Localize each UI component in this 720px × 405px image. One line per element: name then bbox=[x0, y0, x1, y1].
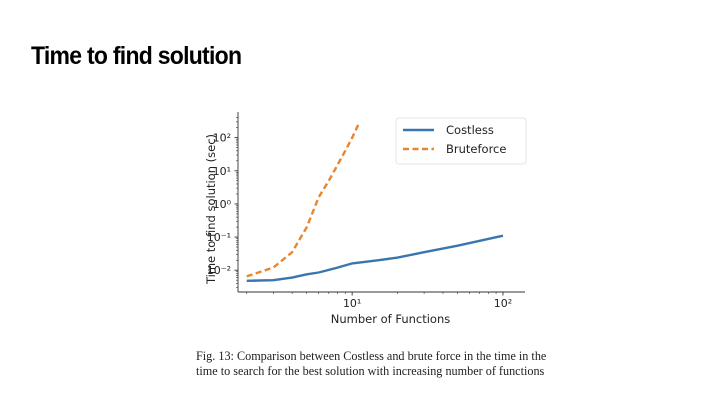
series-lines bbox=[246, 123, 504, 282]
series-line-costless bbox=[246, 234, 504, 282]
legend: Costless Bruteforce bbox=[395, 117, 527, 165]
y-tick-label: 10⁻² bbox=[207, 264, 231, 277]
legend-label-bruteforce: Bruteforce bbox=[446, 142, 506, 156]
y-tick-label: 10¹ bbox=[213, 165, 231, 178]
y-tick-label: 10² bbox=[213, 132, 231, 145]
y-tick-label: 10⁰ bbox=[213, 198, 232, 211]
legend-label-costless: Costless bbox=[446, 123, 494, 137]
y-tick-label: 10⁻¹ bbox=[207, 231, 231, 244]
x-tick-label: 10¹ bbox=[343, 297, 361, 310]
y-axis-label: Time to find solution (sec) bbox=[204, 134, 218, 285]
figure-caption: Fig. 13: Comparison between Costless and… bbox=[196, 349, 547, 378]
slide-title: Time to find solution bbox=[31, 42, 242, 70]
chart: 10⁻² 10⁻¹ 10⁰ 10¹ 10² 10¹ 10² Number of Functio… bbox=[204, 112, 527, 326]
x-axis-label: Number of Functions bbox=[331, 312, 451, 326]
series-line-bruteforce bbox=[246, 123, 360, 278]
x-tick-label: 10² bbox=[494, 297, 512, 310]
figure: 10⁻² 10⁻¹ 10⁰ 10¹ 10² 10¹ 10² Number of Functio… bbox=[194, 102, 546, 402]
axes: 10⁻² 10⁻¹ 10⁰ 10¹ 10² 10¹ 10² Number of Functio… bbox=[204, 112, 525, 326]
